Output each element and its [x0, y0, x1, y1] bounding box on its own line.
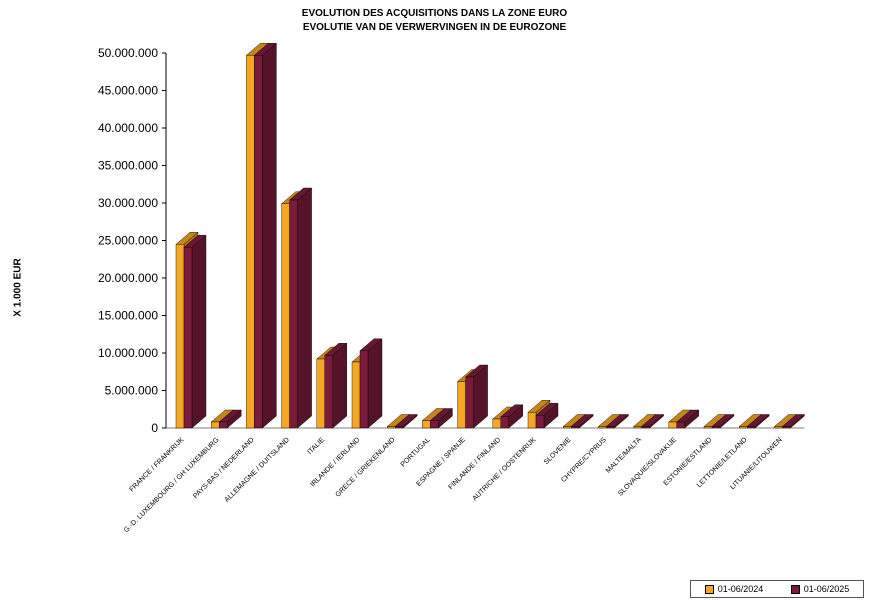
y-tick-label: 50.000.000 — [98, 46, 158, 60]
y-tick-label: 40.000.000 — [98, 121, 158, 135]
y-tick-label: 0 — [151, 421, 158, 435]
y-tick-label: 25.000.000 — [98, 234, 158, 248]
x-tick-label: SLOVAQUIE/SLOVAKIJE — [617, 436, 678, 497]
y-tick-label: 35.000.000 — [98, 159, 158, 173]
legend-swatch-2024 — [704, 584, 714, 594]
y-tick-label: 30.000.000 — [98, 196, 158, 210]
bar-2025-9 — [500, 404, 524, 429]
bar-2025-1 — [218, 409, 242, 429]
bar-2025-12 — [605, 414, 629, 429]
bar-2025-5 — [359, 338, 383, 429]
bar-2025-0 — [183, 234, 207, 429]
legend-label-2025: 01-06/2025 — [803, 584, 850, 594]
x-tick-label: AUTRICHE / OOSTENRIJK — [471, 436, 537, 502]
bar-2025-3 — [289, 187, 313, 429]
x-tick-label: GRECE / GRIEKENLAND — [334, 436, 396, 498]
y-tick-label: 45.000.000 — [98, 84, 158, 98]
y-tick-label: 10.000.000 — [98, 346, 158, 360]
bar-2025-10 — [535, 402, 559, 429]
bar-2025-6 — [394, 414, 418, 429]
legend-item-2024: 01-06/2024 — [704, 584, 764, 594]
legend-swatch-2025 — [790, 584, 800, 594]
bar-2025-8 — [465, 364, 489, 429]
legend-item-2025: 01-06/2025 — [790, 584, 850, 594]
x-tick-label: MALTE/MALTA — [605, 436, 643, 474]
chart-subtitle: EVOLUTIE VAN DE VERWERVINGEN IN DE EUROZ… — [302, 22, 567, 33]
y-tick-label: 20.000.000 — [98, 271, 158, 285]
bar-2025-14 — [676, 409, 700, 429]
axis-layer: 0 5.000.000 10.000.000 15.000.000 20.000.000… — [98, 46, 805, 435]
x-tick-label: ALLEMAGNE / DUITSLAND — [224, 436, 291, 503]
bar-2025-17 — [781, 414, 805, 429]
legend-label-2024: 01-06/2024 — [717, 584, 764, 594]
bar-2025-2 — [253, 42, 277, 429]
bars-layer — [175, 42, 805, 429]
x-tick-label: PAYS-BAS / NEDERLAND — [192, 436, 256, 500]
legend: 01-06/2024 01-06/2025 — [690, 580, 864, 598]
bar-2025-16 — [746, 414, 770, 429]
x-tick-label: SLOVENIE — [543, 436, 573, 466]
chart-title: EVOLUTION DES ACQUISITIONS DANS LA ZONE … — [301, 8, 568, 19]
bar-2025-15 — [711, 414, 735, 429]
bar-2025-13 — [641, 414, 665, 429]
bar-2025-4 — [324, 342, 348, 429]
x-tick-label: PORTUGAL — [400, 436, 432, 468]
x-tick-label: ITALIE — [306, 436, 326, 456]
y-tick-label: 5.000.000 — [105, 384, 159, 398]
bar-2025-11 — [570, 414, 594, 429]
y-tick-label: 15.000.000 — [98, 309, 158, 323]
bar-2025-7 — [429, 408, 453, 429]
